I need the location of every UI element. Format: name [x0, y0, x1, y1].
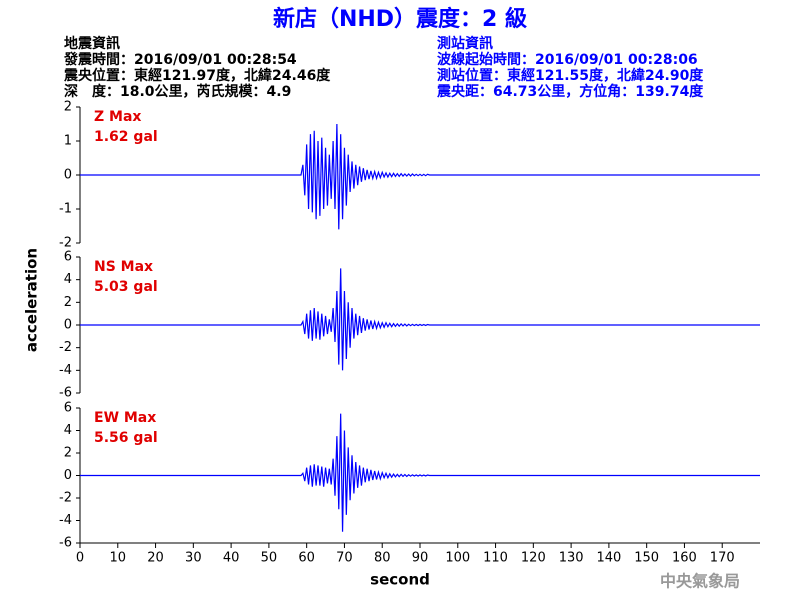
annotation: 5.56 gal — [94, 430, 158, 446]
y-tick-label: -4 — [59, 513, 72, 528]
annotation: Z Max — [94, 109, 141, 125]
watermark: 中央氣象局 — [660, 572, 740, 591]
x-tick-label: 160 — [672, 551, 697, 566]
y-tick-label: 0 — [64, 168, 72, 183]
x-tick-label: 120 — [521, 551, 546, 566]
y-tick-label: -6 — [59, 386, 72, 401]
y-tick-label: 1 — [64, 134, 72, 149]
y-tick-label: 4 — [64, 272, 72, 287]
y-tick-label: 4 — [64, 423, 72, 438]
info-text: 震央位置：東經121.97度，北緯24.46度 — [63, 67, 331, 84]
annotation: EW Max — [94, 410, 156, 426]
y-tick-label: -4 — [59, 363, 72, 378]
x-tick-label: 40 — [223, 551, 240, 566]
y-tick-label: -2 — [59, 491, 72, 506]
y-tick-label: 2 — [64, 100, 72, 115]
x-tick-label: 30 — [185, 551, 202, 566]
y-tick-label: -2 — [59, 236, 72, 251]
y-tick-label: 6 — [64, 401, 72, 416]
y-axis-label: acceleration — [23, 248, 41, 352]
x-tick-label: 60 — [298, 551, 315, 566]
chart-title: 新店（NHD）震度：2 級 — [273, 6, 527, 32]
annotation: NS Max — [94, 259, 153, 275]
x-tick-label: 170 — [710, 551, 735, 566]
x-axis-label: second — [370, 571, 430, 589]
y-tick-label: -1 — [59, 202, 72, 217]
x-tick-label: 0 — [76, 551, 84, 566]
x-tick-label: 70 — [336, 551, 353, 566]
y-tick-label: 0 — [64, 318, 72, 333]
x-tick-label: 100 — [445, 551, 470, 566]
x-tick-label: 50 — [261, 551, 278, 566]
x-tick-label: 150 — [634, 551, 659, 566]
info-text: 波線起始時間：2016/09/01 00:28:06 — [437, 51, 698, 68]
info-text: 發震時間：2016/09/01 00:28:54 — [63, 51, 297, 68]
y-tick-label: -6 — [59, 536, 72, 551]
x-tick-label: 10 — [110, 551, 127, 566]
x-tick-label: 130 — [559, 551, 584, 566]
x-tick-label: 90 — [412, 551, 429, 566]
waveform — [80, 123, 760, 230]
info-text: 震央距：64.73公里，方位角：139.74度 — [436, 83, 704, 100]
y-tick-label: 0 — [64, 468, 72, 483]
x-tick-label: 80 — [374, 551, 391, 566]
waveform — [80, 413, 760, 532]
annotation: 1.62 gal — [94, 129, 158, 145]
x-tick-label: 110 — [483, 551, 508, 566]
waveform — [80, 268, 760, 371]
y-tick-label: 2 — [64, 446, 72, 461]
x-tick-label: 140 — [596, 551, 621, 566]
info-text: 測站資訊 — [437, 35, 493, 52]
y-tick-label: -2 — [59, 340, 72, 355]
info-text: 地震資訊 — [64, 35, 120, 52]
annotation: 5.03 gal — [94, 279, 158, 295]
x-tick-label: 20 — [147, 551, 164, 566]
info-text: 深 度：18.0公里，芮氏規模：4.9 — [64, 83, 291, 100]
info-text: 測站位置：東經121.55度，北緯24.90度 — [437, 67, 704, 84]
y-tick-label: 2 — [64, 295, 72, 310]
y-tick-label: 6 — [64, 250, 72, 265]
